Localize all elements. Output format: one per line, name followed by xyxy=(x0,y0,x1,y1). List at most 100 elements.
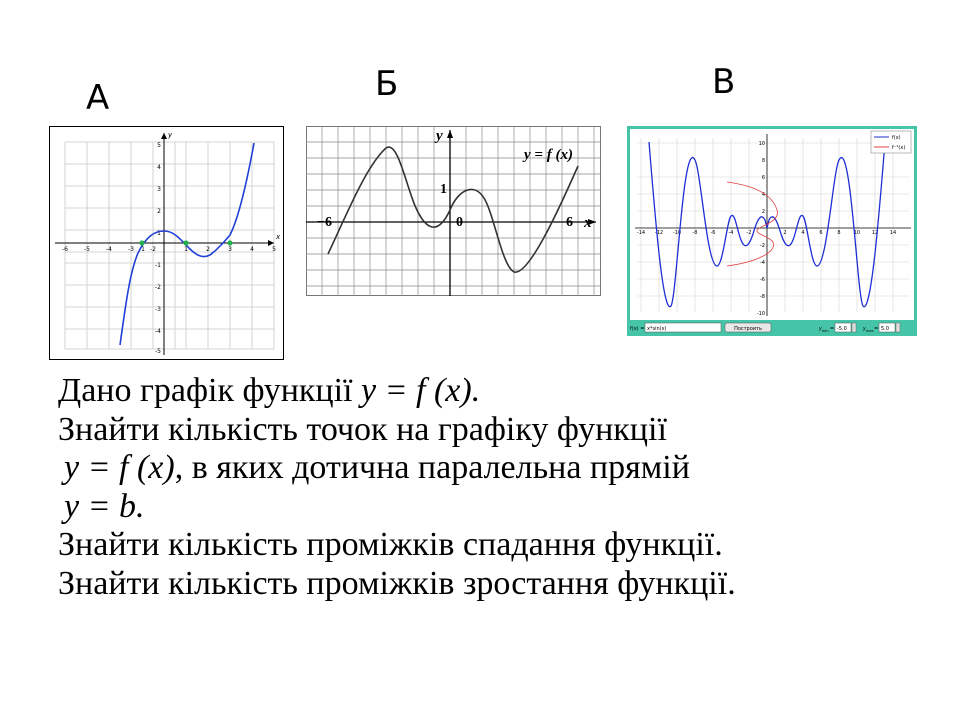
ymin-value: -5.0 xyxy=(837,326,847,332)
task-line-1-text: Дано графік функції xyxy=(58,372,361,409)
figure-b-label: Б xyxy=(375,64,399,104)
x-tick: 4 xyxy=(801,230,804,236)
ymax-input[interactable] xyxy=(878,322,896,333)
ymax-spinner[interactable] xyxy=(895,322,901,333)
tick-label-6: 6 xyxy=(566,215,573,230)
ymax-label-subscript: max xyxy=(866,329,874,333)
figure-a-plot: x y -6 -5 -4 -3 -2 -1 1 2 3 4 5 5 4 3 2 … xyxy=(55,131,281,355)
task-line-5: Знайти кількість проміжків спадання функ… xyxy=(58,526,723,563)
ymin-label-equals: = xyxy=(830,326,834,332)
y-tick: -2 xyxy=(155,284,161,291)
x-tick: 1 xyxy=(184,246,188,253)
x-tick: 3 xyxy=(228,246,232,253)
figure-a-label: А xyxy=(86,78,110,118)
fx-label: f(x) = xyxy=(630,326,644,332)
x-tick: 10 xyxy=(854,230,860,236)
task-line-1-math: y = f (x). xyxy=(361,372,481,409)
x-tick: 12 xyxy=(872,230,878,236)
y-tick: 8 xyxy=(762,158,765,164)
x-tick: 14 xyxy=(890,230,896,236)
y-tick: -8 xyxy=(760,294,765,300)
root-point xyxy=(183,240,189,246)
function-curve xyxy=(327,146,579,273)
legend-label-inverse: f⁻¹(x) xyxy=(892,145,905,151)
legend-label-fx: f(x) xyxy=(892,135,901,141)
x-tick: 6 xyxy=(819,230,822,236)
ymax-label-equals: = xyxy=(874,326,878,332)
y-tick: 2 xyxy=(157,208,161,215)
y-tick: -1 xyxy=(155,262,161,269)
tick-label-1: 1 xyxy=(440,182,447,197)
build-button-label: Построить xyxy=(734,326,762,332)
y-tick: 5 xyxy=(157,142,161,149)
x-tick: 2 xyxy=(783,230,786,236)
build-button[interactable] xyxy=(724,322,772,333)
x-axis-label: x xyxy=(275,233,281,241)
task-line-4-math: y = b. xyxy=(64,487,145,525)
ymin-label: y xyxy=(818,326,823,332)
x-tick: -5 xyxy=(84,246,90,253)
figure-b-plot: y x −6 0 1 6 y = f (x) xyxy=(306,126,601,296)
x-tick: -3 xyxy=(128,246,134,253)
y-axis-label: y xyxy=(434,128,443,144)
x-tick: -10 xyxy=(673,230,681,236)
x-tick: -4 xyxy=(729,230,734,236)
y-tick: 6 xyxy=(762,175,765,181)
root-point xyxy=(139,240,145,246)
figure-c-label: В xyxy=(712,62,736,102)
y-tick: 1 xyxy=(157,230,161,237)
y-tick: -2 xyxy=(760,243,765,249)
fx-curve xyxy=(648,141,886,308)
x-tick: -14 xyxy=(637,230,645,236)
x-tick: -2 xyxy=(747,230,752,236)
task-line-3-math: y = f (x) xyxy=(64,449,175,486)
y-tick: -3 xyxy=(155,306,161,313)
figure-c-plot: -14 -12 -10 -8 -6 -4 -2 2 4 6 8 10 12 14… xyxy=(627,126,917,336)
inverse-curve xyxy=(726,181,778,267)
figure-c: -14 -12 -10 -8 -6 -4 -2 2 4 6 8 10 12 14… xyxy=(627,126,917,336)
y-tick: 10 xyxy=(759,141,765,147)
ymax-value: 5.0 xyxy=(881,326,889,332)
y-tick: -4 xyxy=(760,260,765,266)
task-text: Дано графік функції y = f (x). Знайти кі… xyxy=(58,372,938,603)
x-tick: -6 xyxy=(62,246,68,253)
figure-b: y x −6 0 1 6 y = f (x) xyxy=(306,126,601,296)
x-tick: -8 xyxy=(693,230,698,236)
ymin-label-subscript: min xyxy=(822,329,829,333)
y-axis-label: y xyxy=(167,131,173,139)
x-tick: 8 xyxy=(837,230,840,236)
y-tick: -4 xyxy=(155,328,161,335)
y-tick: -6 xyxy=(760,277,765,283)
task-line-6: Знайти кількість проміжків зростання фун… xyxy=(58,564,736,602)
x-axis-label: x xyxy=(583,215,592,231)
fx-input-value: x*sin(x) xyxy=(647,326,667,332)
x-tick: 5 xyxy=(272,246,276,253)
x-tick: -1 xyxy=(139,246,145,253)
fx-input[interactable] xyxy=(644,322,722,333)
x-tick: 4 xyxy=(250,246,254,253)
x-tick: -2 xyxy=(150,246,156,253)
task-line-3: y = f (x), в яких дотична паралельна пря… xyxy=(58,449,938,488)
task-line-1: Дано графік функції y = f (x). xyxy=(58,372,938,411)
y-tick: -5 xyxy=(155,348,161,355)
task-line-3-text: , в яких дотична паралельна прямій xyxy=(174,449,690,486)
ymin-spinner[interactable] xyxy=(851,322,857,333)
function-curve xyxy=(119,142,255,346)
y-tick: 4 xyxy=(157,164,161,171)
root-point xyxy=(227,240,233,246)
tick-label-neg6: −6 xyxy=(317,215,332,230)
y-tick: 3 xyxy=(157,186,161,193)
tick-label-0: 0 xyxy=(456,215,463,230)
task-line-2: Знайти кількість точок на графіку функці… xyxy=(58,410,667,448)
x-tick: 2 xyxy=(206,246,210,253)
y-tick: 4 xyxy=(762,192,765,198)
function-label: y = f (x) xyxy=(522,147,573,163)
x-tick: -6 xyxy=(711,230,716,236)
task-line-4: y = b. xyxy=(58,488,938,527)
y-tick: -10 xyxy=(757,311,765,317)
ymin-input[interactable] xyxy=(834,322,852,333)
x-tick: -12 xyxy=(655,230,663,236)
x-tick: -4 xyxy=(106,246,112,253)
y-tick: 2 xyxy=(762,209,765,215)
ymax-label: y xyxy=(862,326,867,332)
